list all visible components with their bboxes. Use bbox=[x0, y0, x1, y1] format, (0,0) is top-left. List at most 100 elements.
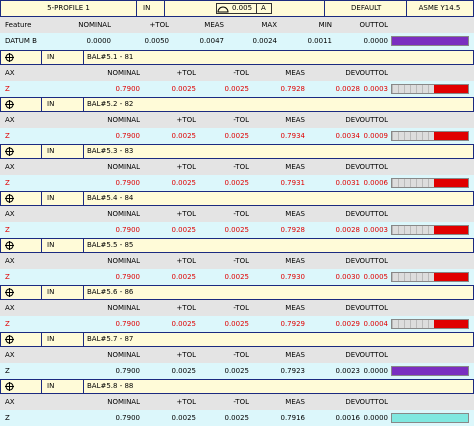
cell: 0.0025 bbox=[224, 131, 250, 140]
cell: 0.0000 bbox=[86, 37, 112, 45]
units: IN bbox=[47, 288, 55, 296]
feature-label: BAL#5.3 - 83 bbox=[87, 147, 134, 155]
data-row: Z 0.7900 0.0025 0.0025 0.7928 0.0028 0.0003 bbox=[0, 222, 474, 238]
column-header-row: AX NOMINAL +TOL -TOL MEAS DEV OUTTOL bbox=[0, 300, 474, 316]
alignment: DEFAULT bbox=[351, 4, 382, 12]
cell: 0.0016 bbox=[335, 413, 361, 422]
cell: -TOL bbox=[233, 68, 249, 77]
cell: 0.0000 bbox=[363, 413, 389, 422]
cell: 0.0000 bbox=[363, 366, 389, 375]
cell: MEAS bbox=[285, 303, 305, 312]
cell: 0.7900 bbox=[115, 178, 141, 187]
cell: OUTTOL bbox=[359, 162, 388, 171]
cell: Z bbox=[5, 413, 10, 422]
bar-fill bbox=[433, 273, 468, 281]
divider bbox=[83, 333, 84, 346]
cell: -TOL bbox=[233, 303, 249, 312]
cell: DEV bbox=[345, 397, 360, 406]
cell: DEV bbox=[345, 303, 360, 312]
divider bbox=[83, 380, 84, 393]
feature-control-frame: 0.005 A bbox=[216, 3, 272, 14]
column-header-row: AX NOMINAL +TOL -TOL MEAS DEV OUTTOL bbox=[0, 253, 474, 269]
data-row: Z 0.7900 0.0025 0.0025 0.7930 0.0030 0.0005 bbox=[0, 269, 474, 285]
data-row: DATUM B 0.0000 0.0050 0.0047 0.0024 0.0011 0.0… bbox=[0, 33, 474, 50]
divider bbox=[41, 333, 42, 346]
cell: OUTTOL bbox=[359, 209, 388, 218]
units: IN bbox=[47, 53, 55, 61]
cell: 0.0025 bbox=[224, 366, 250, 375]
cell: -TOL bbox=[233, 115, 249, 124]
cell: 0.7900 bbox=[115, 225, 141, 234]
tolerance-bar bbox=[391, 225, 469, 235]
units: IN bbox=[47, 100, 55, 108]
cell: 0.7900 bbox=[115, 84, 141, 93]
cell: +TOL bbox=[149, 20, 169, 29]
cell: 0.0025 bbox=[171, 131, 197, 140]
cell: NOMINAL bbox=[107, 397, 140, 406]
data-row: Z 0.7900 0.0025 0.0025 0.7931 0.0031 0.0006 bbox=[0, 175, 474, 191]
cell: -TOL bbox=[233, 397, 249, 406]
cell: +TOL bbox=[176, 68, 196, 77]
position-icon bbox=[5, 333, 14, 346]
cell: NOMINAL bbox=[107, 68, 140, 77]
cell: AX bbox=[5, 68, 15, 77]
bar-fill bbox=[392, 367, 468, 375]
divider bbox=[256, 4, 257, 13]
cell: 0.7931 bbox=[280, 178, 306, 187]
cell: MEAS bbox=[285, 162, 305, 171]
cell: 0.0003 bbox=[363, 225, 389, 234]
data-row: Z 0.7900 0.0025 0.0025 0.7923 0.0023 0.0000 bbox=[0, 363, 474, 379]
position-symbol bbox=[5, 100, 14, 109]
cell: +TOL bbox=[176, 303, 196, 312]
cell: 0.7916 bbox=[280, 413, 306, 422]
tolerance-bar bbox=[391, 272, 469, 282]
cell: MAX bbox=[261, 20, 277, 29]
column-header-row: AX NOMINAL +TOL -TOL MEAS DEV OUTTOL bbox=[0, 112, 474, 128]
bar-fill bbox=[392, 414, 468, 422]
cell: DEV bbox=[345, 68, 360, 77]
profile-symbol bbox=[217, 6, 229, 13]
cell: 0.7928 bbox=[280, 84, 306, 93]
cell: NOMINAL bbox=[107, 162, 140, 171]
cell: 0.0025 bbox=[171, 413, 197, 422]
cell: OUTTOL bbox=[359, 397, 388, 406]
cell: 0.0025 bbox=[224, 225, 250, 234]
cell: NOMINAL bbox=[107, 303, 140, 312]
datum: A bbox=[261, 4, 266, 12]
cell: 0.0030 bbox=[335, 272, 361, 281]
cell: 0.0025 bbox=[224, 319, 250, 328]
data-row: Z 0.7900 0.0025 0.0025 0.7934 0.0034 0.0009 bbox=[0, 128, 474, 144]
cell: NOMINAL bbox=[107, 115, 140, 124]
units: IN bbox=[47, 335, 55, 343]
tolerance-bar bbox=[391, 178, 469, 188]
cell: +TOL bbox=[176, 209, 196, 218]
divider bbox=[136, 1, 137, 16]
cell: DEV bbox=[345, 209, 360, 218]
cell: 0.7900 bbox=[115, 366, 141, 375]
cell: Z bbox=[5, 366, 10, 375]
feature-row: IN BAL#5.3 - 83 bbox=[0, 144, 474, 159]
cell: -TOL bbox=[233, 209, 249, 218]
cell: DEV bbox=[345, 256, 360, 265]
cell: 0.0025 bbox=[171, 84, 197, 93]
divider bbox=[83, 98, 84, 111]
standard: ASME Y14.5 bbox=[418, 4, 461, 12]
position-icon bbox=[5, 380, 14, 393]
cell: 0.0005 bbox=[363, 272, 389, 281]
cell: -TOL bbox=[233, 350, 249, 359]
cell: +TOL bbox=[176, 115, 196, 124]
divider bbox=[41, 145, 42, 158]
feature-label: BAL#5.7 - 87 bbox=[87, 335, 134, 343]
divider bbox=[83, 192, 84, 205]
cell: MEAS bbox=[285, 397, 305, 406]
divider bbox=[41, 380, 42, 393]
cell: OUTTOL bbox=[359, 256, 388, 265]
cell: 0.0025 bbox=[224, 178, 250, 187]
cell: NOMINAL bbox=[107, 209, 140, 218]
cell: NOMINAL bbox=[78, 20, 111, 29]
feature-row: IN BAL#5.8 - 88 bbox=[0, 379, 474, 394]
header-row: 5-PROFILE 1 IN 0.005 A DEFAULT ASME Y14.5 bbox=[0, 0, 474, 17]
cell: Z bbox=[5, 131, 10, 140]
tolerance-bar bbox=[391, 84, 469, 94]
cell: 0.0034 bbox=[335, 131, 361, 140]
